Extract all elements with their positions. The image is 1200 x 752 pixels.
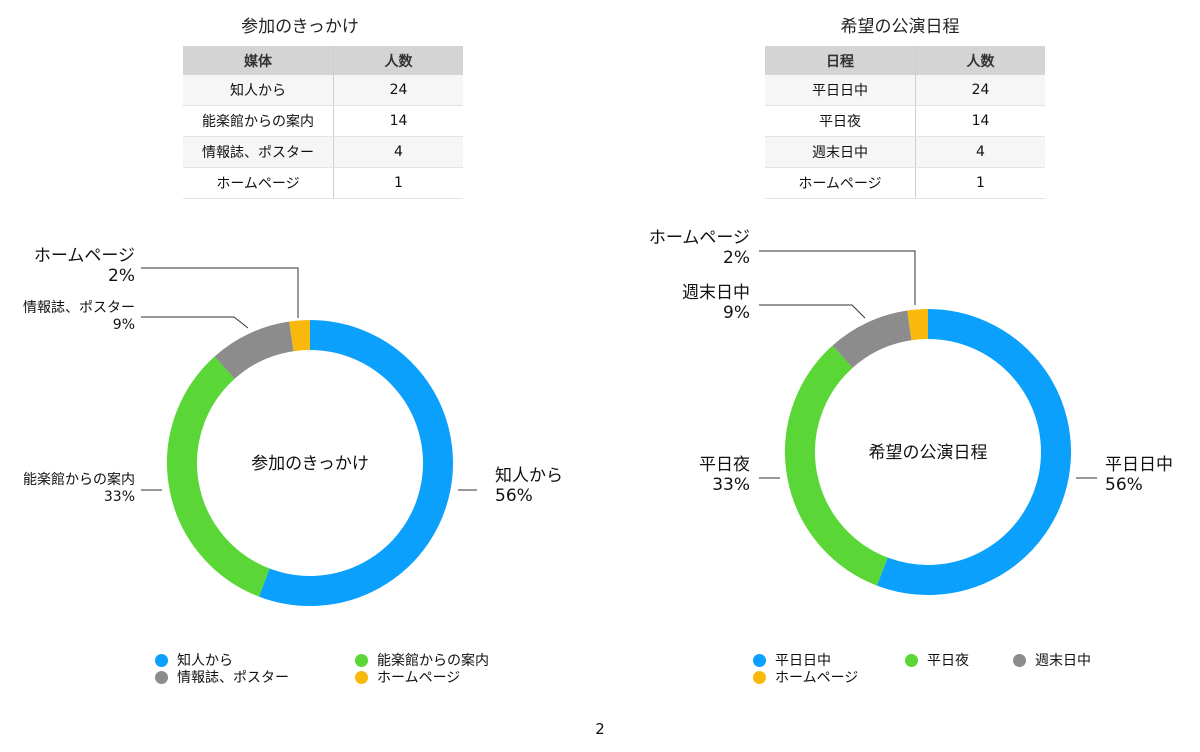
slice-percent-label: 9% — [723, 303, 750, 323]
slice-label: ホームページ — [649, 228, 750, 248]
legend-item: 平日日中 — [753, 650, 831, 670]
table-cell-label: 能楽館からの案内 — [183, 105, 334, 137]
slice-percent-label: 56% — [495, 486, 533, 506]
slice-label: 週末日中 — [682, 283, 750, 303]
donut-slice — [289, 320, 311, 352]
table-row: 情報誌、ポスター 4 — [183, 136, 463, 168]
legend-swatch — [753, 670, 766, 684]
table-header-count: 人数 — [915, 46, 1045, 75]
data-table: 媒体 人数 知人から 24 能楽館からの案内 14 情報誌、ポスター 4 ホーム… — [183, 46, 463, 199]
legend-label: 知人から — [177, 653, 233, 669]
donut-slice — [832, 310, 913, 369]
table-cell-label: 平日日中 — [765, 75, 916, 106]
table-cell-value: 1 — [915, 167, 1045, 199]
donut-slice — [214, 321, 295, 380]
table-header-count: 人数 — [333, 46, 463, 75]
donut-slice — [258, 320, 453, 606]
table-row: 週末日中 4 — [765, 136, 1045, 168]
legend-item: ホームページ — [355, 667, 460, 687]
leader-line — [141, 316, 249, 329]
table-header-media: 媒体 — [183, 46, 334, 75]
donut-slice — [785, 345, 888, 586]
table-cell-value: 24 — [915, 75, 1045, 106]
page-number: 2 — [595, 720, 605, 738]
slice-label: 平日日中 — [1105, 455, 1173, 475]
slice-label: ホームページ — [34, 246, 135, 266]
slice-label: 情報誌、ポスター — [23, 300, 135, 316]
table-row: 知人から 24 — [183, 75, 463, 106]
table-row: 能楽館からの案内 14 — [183, 105, 463, 137]
legend-label: 週末日中 — [1035, 653, 1091, 669]
donut-center-title: 参加のきっかけ — [251, 454, 369, 474]
slice-percent-label: 2% — [108, 266, 135, 286]
legend-swatch — [155, 653, 168, 667]
legend-item: ホームページ — [753, 667, 858, 687]
legend-swatch — [753, 653, 766, 667]
table-cell-value: 14 — [915, 105, 1045, 137]
table-cell-label: 知人から — [183, 75, 334, 106]
table-cell-label: ホームページ — [183, 167, 334, 199]
legend-item: 情報誌、ポスター — [155, 667, 289, 687]
donut-slice — [167, 356, 270, 597]
chart-panel-left: 参加のきっかけ 媒体 人数 知人から 24 能楽館からの案内 14 情報誌、ポス… — [0, 0, 600, 710]
leader-line — [759, 250, 916, 305]
legend-label: 平日夜 — [927, 653, 969, 669]
table-cell-label: 週末日中 — [765, 136, 916, 168]
slice-percent-label: 33% — [712, 475, 750, 495]
legend-item: 知人から — [155, 650, 233, 670]
legend-swatch — [155, 670, 168, 684]
donut-slice — [876, 309, 1071, 595]
table-cell-label: 情報誌、ポスター — [183, 136, 334, 168]
chart-panel-right: 希望の公演日程 日程 人数 平日日中 24 平日夜 14 週末日中 4 ホームペ… — [600, 0, 1200, 710]
legend-swatch — [1013, 653, 1026, 667]
table-cell-value: 4 — [333, 136, 463, 168]
table-title: 希望の公演日程 — [840, 17, 960, 37]
legend-label: ホームページ — [377, 670, 461, 686]
slice-label: 能楽館からの案内 — [23, 471, 135, 488]
legend-label: 平日日中 — [775, 653, 831, 669]
table-cell-label: ホームページ — [765, 167, 916, 199]
donut-center-title: 希望の公演日程 — [869, 443, 988, 463]
legend-label: 能楽館からの案内 — [377, 653, 489, 669]
table-title: 参加のきっかけ — [241, 17, 359, 37]
slice-label: 知人から — [495, 466, 563, 486]
table-row: 平日夜 14 — [765, 105, 1045, 137]
table-row: ホームページ 1 — [765, 167, 1045, 199]
slice-percent-label: 9% — [113, 317, 135, 333]
table-cell-value: 4 — [915, 136, 1045, 168]
legend-swatch — [905, 653, 918, 667]
leader-line — [141, 267, 299, 318]
slice-percent-label: 2% — [723, 248, 750, 268]
donut-slice — [907, 309, 929, 341]
legend-swatch — [355, 653, 368, 667]
legend-item: 平日夜 — [905, 650, 969, 670]
legend-label: 情報誌、ポスター — [177, 670, 289, 686]
legend-item: 週末日中 — [1013, 650, 1091, 670]
table-cell-value: 24 — [333, 75, 463, 106]
data-table: 日程 人数 平日日中 24 平日夜 14 週末日中 4 ホームページ 1 — [765, 46, 1045, 199]
table-row: 平日日中 24 — [765, 75, 1045, 106]
slice-percent-label: 56% — [1105, 475, 1143, 495]
table-cell-label: 平日夜 — [765, 105, 916, 137]
slice-label: 平日夜 — [699, 455, 750, 475]
slice-percent-label: 33% — [104, 489, 135, 505]
leader-line — [759, 304, 866, 319]
table-header-schedule: 日程 — [765, 46, 916, 75]
table-cell-value: 14 — [333, 105, 463, 137]
table-cell-value: 1 — [333, 167, 463, 199]
table-row: ホームページ 1 — [183, 167, 463, 199]
legend-swatch — [355, 670, 368, 684]
legend-item: 能楽館からの案内 — [355, 650, 489, 670]
legend-label: ホームページ — [775, 670, 859, 686]
